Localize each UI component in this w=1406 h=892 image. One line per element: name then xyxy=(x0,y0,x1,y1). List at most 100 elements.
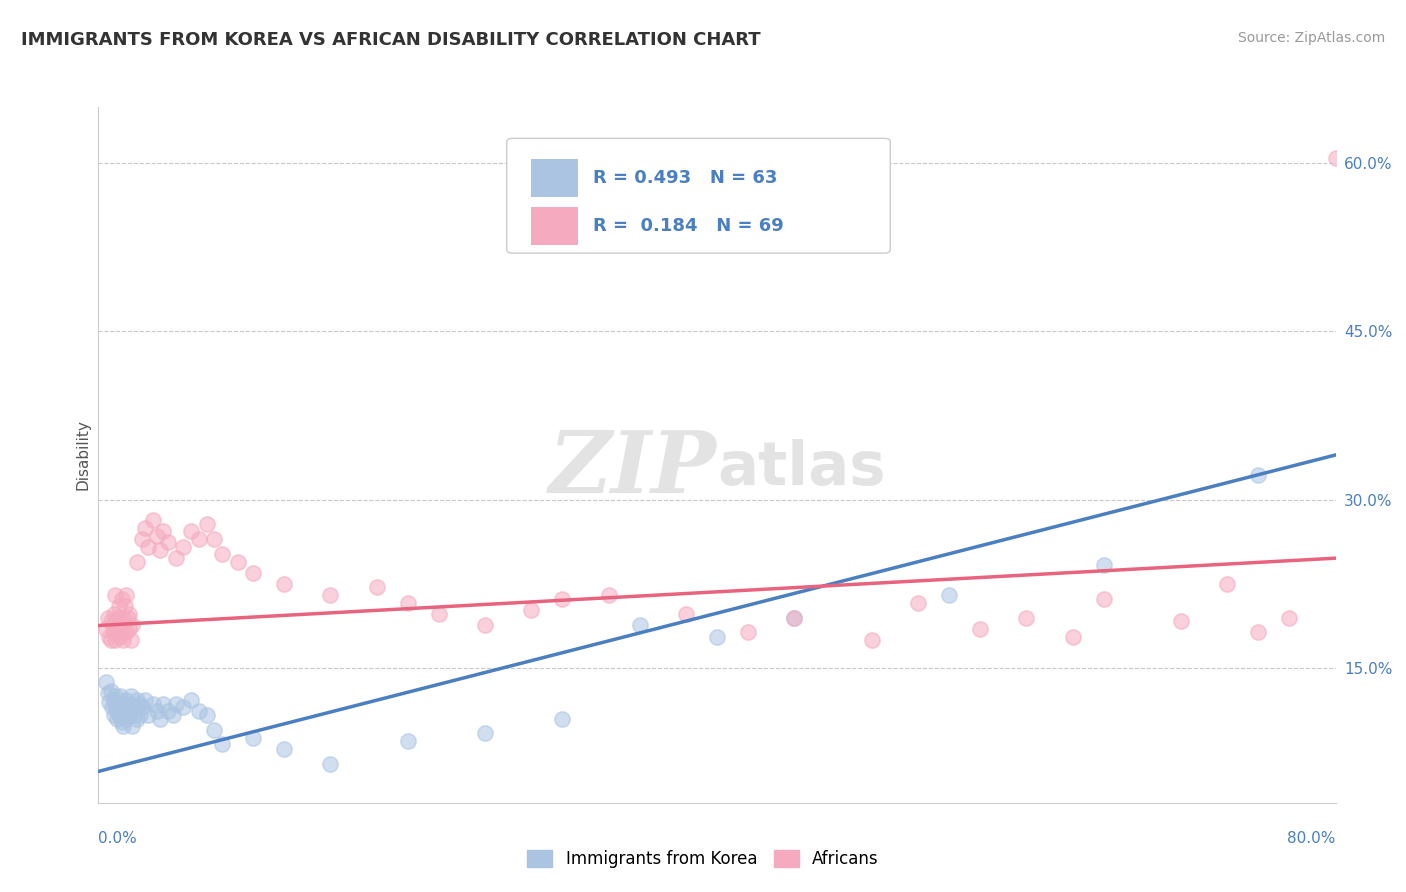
Point xyxy=(97,610,120,624)
Bar xyxy=(531,160,578,197)
Point xyxy=(204,723,226,737)
Point xyxy=(117,610,139,624)
Point xyxy=(319,756,342,771)
Point xyxy=(107,697,129,711)
Point xyxy=(101,700,124,714)
Point xyxy=(105,610,128,624)
FancyBboxPatch shape xyxy=(506,138,890,253)
Point xyxy=(117,704,139,718)
Point xyxy=(149,712,172,726)
Point xyxy=(783,610,806,624)
Point xyxy=(104,633,127,648)
Text: 80.0%: 80.0% xyxy=(1288,830,1336,846)
Point xyxy=(134,521,156,535)
Point xyxy=(105,622,128,636)
Point xyxy=(242,731,264,745)
Point xyxy=(141,513,165,527)
Point xyxy=(211,738,233,752)
Point xyxy=(122,708,145,723)
Point xyxy=(520,603,543,617)
Point xyxy=(112,633,135,648)
Point xyxy=(165,697,187,711)
Point xyxy=(172,700,194,714)
Point xyxy=(103,607,125,622)
Point xyxy=(165,551,187,566)
Point xyxy=(114,708,136,723)
Point xyxy=(141,697,165,711)
Point xyxy=(396,596,419,610)
Point xyxy=(131,532,153,546)
Point xyxy=(107,618,129,632)
Point xyxy=(226,555,249,569)
Text: atlas: atlas xyxy=(717,440,886,499)
Point xyxy=(104,689,127,703)
Point xyxy=(131,700,153,714)
Point xyxy=(675,607,697,622)
Point xyxy=(112,719,135,733)
Point xyxy=(1170,614,1192,628)
Point xyxy=(121,719,143,733)
Point xyxy=(107,708,129,723)
Point xyxy=(108,630,131,644)
Point xyxy=(112,697,135,711)
Point xyxy=(969,622,991,636)
Point xyxy=(598,588,620,602)
Point xyxy=(129,708,152,723)
Point xyxy=(104,588,127,602)
Point xyxy=(134,692,156,706)
Point xyxy=(108,700,131,714)
Point xyxy=(118,708,141,723)
Point xyxy=(157,535,180,549)
Point xyxy=(474,618,496,632)
Point xyxy=(127,555,149,569)
Point xyxy=(100,614,122,628)
Point xyxy=(97,686,120,700)
Point xyxy=(1324,151,1347,165)
Point xyxy=(273,742,295,756)
Point xyxy=(120,689,142,703)
Point xyxy=(103,692,125,706)
Point xyxy=(103,625,125,640)
Point xyxy=(1247,625,1270,640)
Point xyxy=(152,697,174,711)
Point xyxy=(111,714,132,729)
Point xyxy=(273,577,295,591)
Point xyxy=(118,607,141,622)
Point xyxy=(111,706,132,720)
Point xyxy=(124,700,146,714)
Point xyxy=(146,529,169,543)
Point xyxy=(152,524,174,539)
Point xyxy=(551,591,574,606)
Point xyxy=(136,540,159,554)
Point xyxy=(242,566,264,580)
Point xyxy=(195,517,218,532)
Point xyxy=(121,618,143,632)
Text: Source: ZipAtlas.com: Source: ZipAtlas.com xyxy=(1237,31,1385,45)
Point xyxy=(149,543,172,558)
Point xyxy=(115,625,138,640)
Point xyxy=(114,599,136,614)
Text: R = 0.493   N = 63: R = 0.493 N = 63 xyxy=(593,169,778,187)
Point xyxy=(100,683,122,698)
Point xyxy=(108,610,131,624)
Text: 0.0%: 0.0% xyxy=(98,830,138,846)
Point xyxy=(111,625,132,640)
Point xyxy=(104,697,127,711)
Point xyxy=(136,708,159,723)
Point xyxy=(188,532,211,546)
Point xyxy=(146,704,169,718)
Point xyxy=(1092,591,1115,606)
Point xyxy=(211,547,233,561)
Point xyxy=(118,697,141,711)
Point xyxy=(98,695,121,709)
Point xyxy=(1278,610,1301,624)
Point xyxy=(551,712,574,726)
Legend: Immigrants from Korea, Africans: Immigrants from Korea, Africans xyxy=(520,843,886,875)
Point xyxy=(783,610,806,624)
Point xyxy=(1092,558,1115,572)
Point xyxy=(96,674,118,689)
Point xyxy=(1216,577,1239,591)
Point xyxy=(112,610,135,624)
Point xyxy=(938,588,960,602)
Point xyxy=(115,712,138,726)
